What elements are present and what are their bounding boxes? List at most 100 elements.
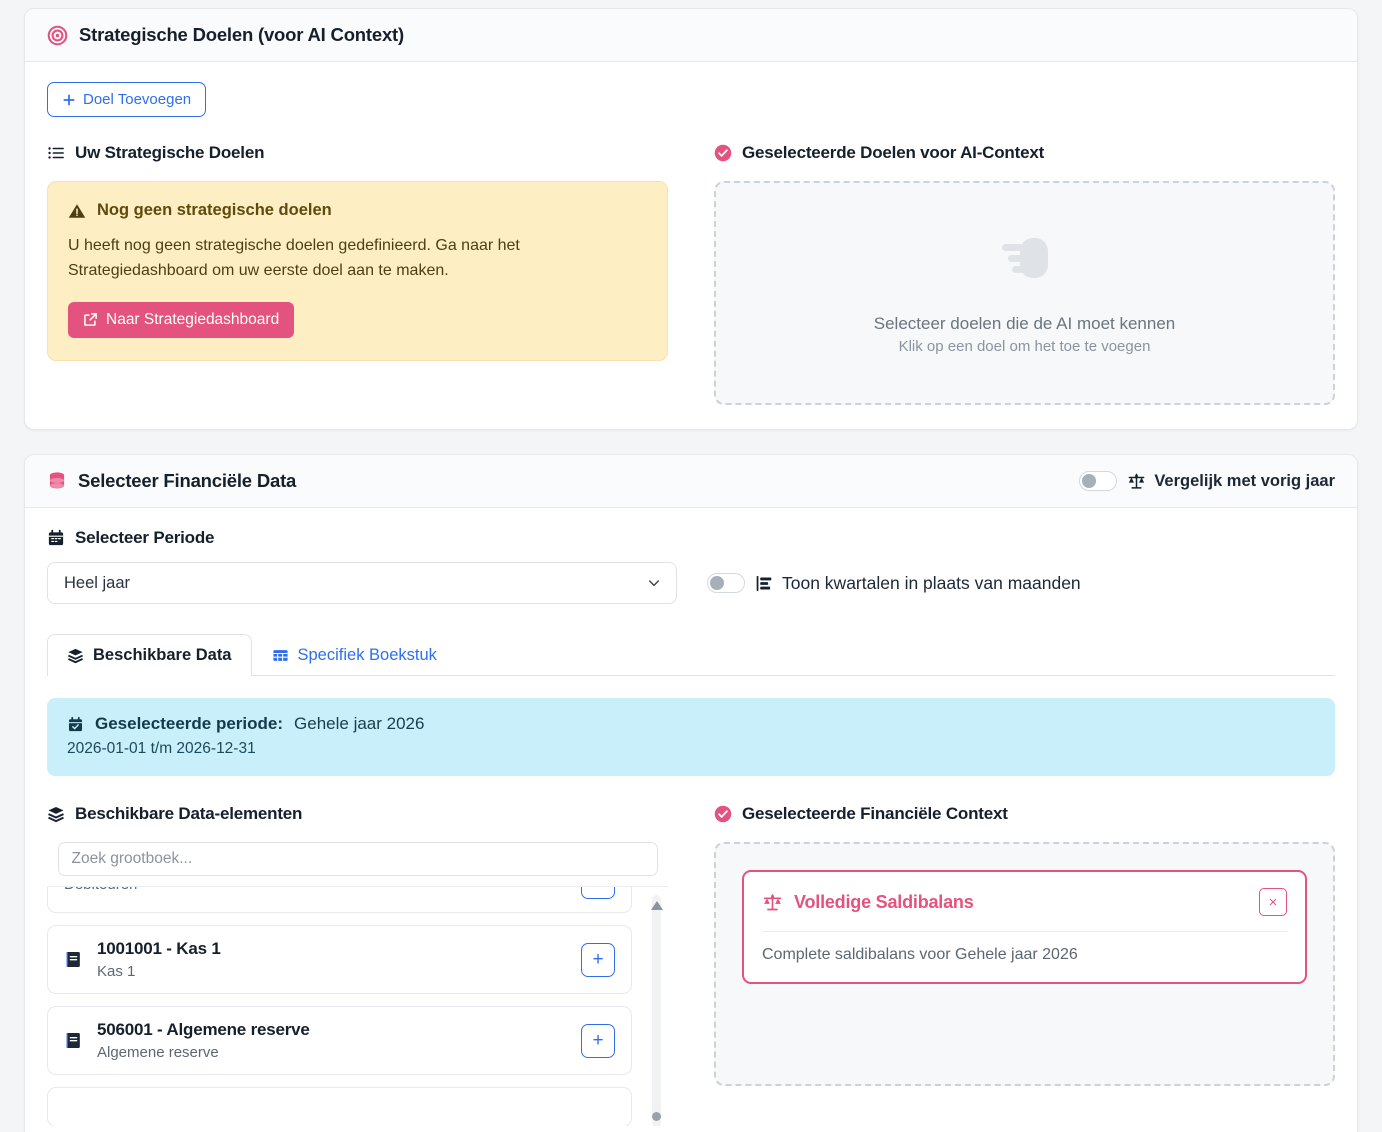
selected-context-chip-header: Volledige Saldibalans × [762,888,1287,916]
selected-context-chip-title: Volledige Saldibalans [794,891,974,912]
selected-context-chip: Volledige Saldibalans × Complete saldiba… [742,870,1307,984]
scales-icon [762,892,783,913]
layers-icon [47,805,65,823]
ledger-scrollbar[interactable] [648,887,664,1126]
selected-period-banner: Geselecteerde periode: Gehele jaar 2026 … [47,698,1335,776]
tab-specifiek-boekstuk[interactable]: Specifiek Boekstuk [252,634,457,676]
no-goals-alert: Nog geen strategische doelen U heeft nog… [47,181,668,361]
warning-triangle-icon [68,202,86,220]
go-to-strategy-dashboard-label: Naar Strategiedashboard [106,310,280,328]
layers-icon [67,647,84,664]
your-goals-heading-row: Uw Strategische Doelen [47,143,668,163]
show-quarters-switch[interactable] [707,573,745,593]
bar-list-icon [755,574,774,593]
available-elements-column: Beschikbare Data-elementen Debiteuren + [47,804,668,1126]
strategic-goals-card-header: Strategische Doelen (voor AI Context) [25,9,1357,62]
check-circle-icon [714,144,732,162]
book-icon [64,1031,83,1050]
selected-period-range: 2026-01-01 t/m 2026-12-31 [67,740,256,757]
financial-data-card: Selecteer Financiële Data Ver [24,454,1358,1132]
show-quarters-label: Toon kwartalen in plaats van maanden [782,572,1081,593]
table-icon [272,647,289,664]
list-item[interactable]: 1001001 - Kas 1 Kas 1 + [47,925,632,994]
period-controls-row: Heel jaar [47,562,1335,604]
calendar-check-icon [67,716,84,733]
list-item[interactable]: 506001 - Algemene reserve Algemene reser… [47,1006,632,1075]
goals-dropzone[interactable]: Selecteer doelen die de AI moet kennen K… [714,181,1335,405]
goals-dropzone-primary-text: Selecteer doelen die de AI moet kennen [873,313,1176,333]
selected-financial-context-column: Geselecteerde Financiële Context [714,804,1335,1126]
show-quarters-label-row: Toon kwartalen in plaats van maanden [755,573,1081,594]
your-goals-column: Uw Strategische Doelen Nog geen strategi… [47,143,668,405]
list-item[interactable]: Debiteuren + [47,887,632,913]
plus-icon [62,93,76,107]
selected-goals-column: Geselecteerde Doelen voor AI-Context Sel… [714,143,1335,405]
target-icon [47,25,68,46]
add-ledger-button[interactable]: + [581,942,615,977]
goals-columns: Uw Strategische Doelen Nog geen strategi… [47,143,1335,405]
ledger-item-text: Debiteuren [64,887,567,893]
add-ledger-button[interactable]: + [581,887,615,899]
ledger-item-desc: Debiteuren [64,887,567,893]
book-icon [64,950,83,969]
ledger-item-title: 506001 - Algemene reserve [97,1020,310,1039]
check-circle-icon [714,805,732,823]
scroll-up-arrow-icon[interactable] [651,901,663,910]
period-select-value: Heel jaar [64,573,131,592]
selected-period-line: Geselecteerde periode: Gehele jaar 2026 [67,714,1315,734]
available-elements-heading: Beschikbare Data-elementen [75,804,303,823]
scrollbar-track[interactable] [652,895,661,1126]
add-ledger-button[interactable]: + [581,1023,615,1058]
ledger-item-text: 1001001 - Kas 1 Kas 1 [97,939,567,980]
no-goals-alert-text: U heeft nog geen strategische doelen ged… [68,237,520,279]
show-quarters-toggle-row[interactable]: Toon kwartalen in plaats van maanden [707,573,1081,594]
calendar-icon [47,529,65,547]
add-goal-button-label: Doel Toevoegen [83,91,192,108]
list-icon [47,144,65,162]
go-to-strategy-dashboard-button[interactable]: Naar Strategiedashboard [68,301,295,338]
pointing-hand-icon [994,232,1056,284]
compare-previous-year-label-row: Vergelijk met vorig jaar [1127,472,1335,491]
selected-goals-heading: Geselecteerde Doelen voor AI-Context [742,143,1045,162]
external-link-icon [83,312,98,327]
add-goal-button[interactable]: Doel Toevoegen [47,82,207,117]
compare-previous-year-label: Vergelijk met vorig jaar [1154,471,1335,490]
financial-data-card-header: Selecteer Financiële Data Ver [25,455,1357,508]
chip-divider [762,931,1287,932]
no-goals-alert-title-row: Nog geen strategische doelen [68,201,647,220]
selected-context-chip-description: Complete saldibalans voor Gehele jaar 20… [762,946,1078,963]
available-elements-heading-row: Beschikbare Data-elementen [47,804,668,824]
financial-context-dropzone[interactable]: Volledige Saldibalans × Complete saldiba… [714,842,1335,1086]
ledger-item-desc: Algemene reserve [97,1044,219,1061]
scales-icon [1127,472,1146,491]
financial-data-title: Selecteer Financiële Data [78,470,297,491]
period-select-wrap: Heel jaar [47,562,677,604]
compare-previous-year-toggle-row[interactable]: Vergelijk met vorig jaar [1079,471,1335,491]
strategic-goals-card-body: Doel Toevoegen Uw S [25,62,1357,429]
period-select[interactable]: Heel jaar [47,562,677,604]
search-input[interactable] [57,842,658,876]
selected-context-heading: Geselecteerde Financiële Context [742,804,1008,823]
strategic-goals-card: Strategische Doelen (voor AI Context) Do… [24,8,1358,430]
financial-data-card-body: Selecteer Periode Heel jaar [25,508,1357,1132]
tab-beschikbare-data-label: Beschikbare Data [93,646,232,664]
ledger-item-desc: Kas 1 [97,963,136,980]
ledger-list-scroll: Debiteuren + [47,887,668,1126]
ledger-list: Debiteuren + [47,886,668,1126]
switch-knob [1082,474,1097,488]
select-period-heading-row: Selecteer Periode [47,528,1335,548]
selected-goals-heading-row: Geselecteerde Doelen voor AI-Context [714,143,1335,163]
tab-beschikbare-data[interactable]: Beschikbare Data [47,634,252,676]
scrollbar-thumb[interactable] [652,1112,661,1121]
page-title: Strategische Doelen (voor AI Context) [79,24,404,45]
tab-specifiek-boekstuk-label: Specifiek Boekstuk [297,646,437,664]
compare-previous-year-switch[interactable] [1079,471,1118,491]
selected-period-label: Geselecteerde periode: [95,714,284,733]
database-icon [47,471,67,491]
ledger-item-title: 1001001 - Kas 1 [97,939,221,958]
switch-knob [710,576,724,590]
data-columns: Beschikbare Data-elementen Debiteuren + [47,804,1335,1126]
remove-context-button[interactable]: × [1259,888,1287,916]
list-item[interactable] [47,1087,632,1126]
